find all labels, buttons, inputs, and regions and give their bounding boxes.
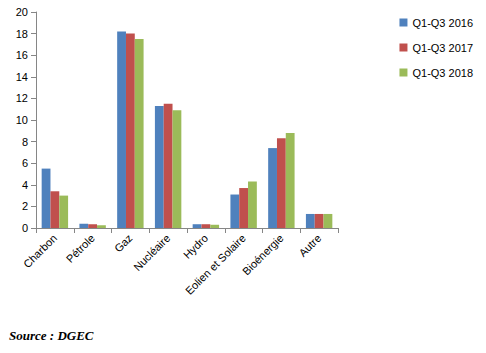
svg-text:8: 8 (22, 136, 28, 148)
svg-text:12: 12 (16, 92, 28, 104)
svg-text:Autre: Autre (296, 232, 323, 259)
svg-text:Source : DGEC: Source : DGEC (9, 328, 94, 343)
svg-text:6: 6 (22, 157, 28, 169)
svg-text:Pétrole: Pétrole (64, 232, 97, 265)
svg-text:18: 18 (16, 28, 28, 40)
svg-text:Nucléaire: Nucléaire (131, 232, 172, 273)
svg-text:Q1-Q3 2017: Q1-Q3 2017 (412, 42, 473, 54)
svg-text:Gaz: Gaz (112, 232, 135, 255)
svg-text:20: 20 (16, 6, 28, 18)
svg-text:4: 4 (22, 179, 28, 191)
svg-text:16: 16 (16, 49, 28, 61)
svg-text:10: 10 (16, 114, 28, 126)
svg-text:Hydro: Hydro (181, 232, 210, 261)
svg-text:Q1-Q3 2018: Q1-Q3 2018 (412, 67, 473, 79)
svg-text:Bioénergie: Bioénergie (240, 232, 286, 278)
svg-text:Charbon: Charbon (21, 232, 59, 270)
svg-text:0: 0 (22, 222, 28, 234)
svg-text:14: 14 (16, 71, 28, 83)
svg-text:Q1-Q3 2016: Q1-Q3 2016 (412, 17, 473, 29)
svg-text:2: 2 (22, 200, 28, 212)
svg-text:Eolien et Solaire: Eolien et Solaire (183, 232, 248, 297)
